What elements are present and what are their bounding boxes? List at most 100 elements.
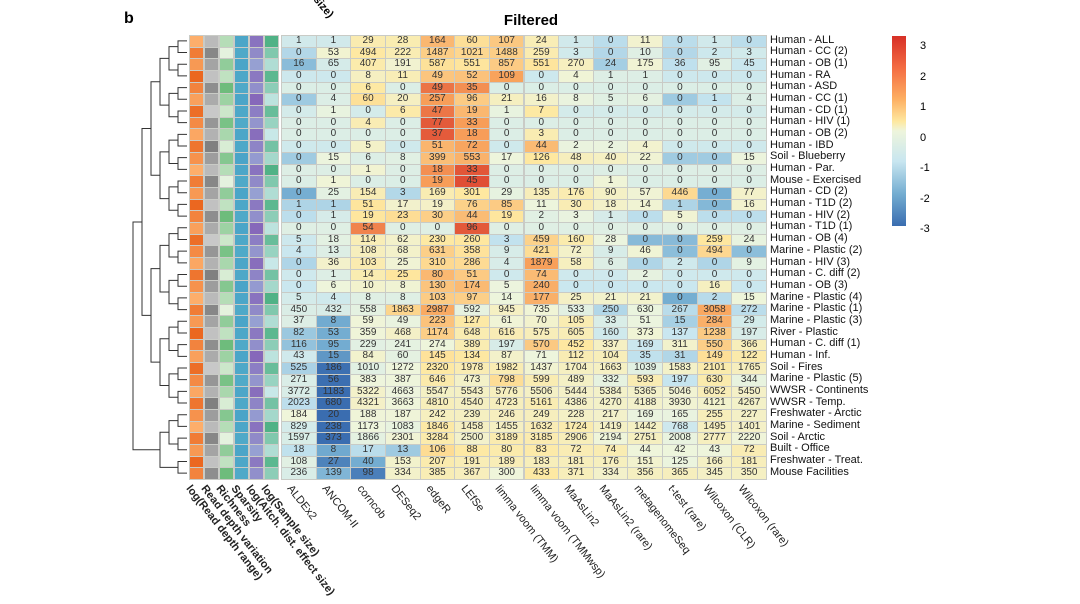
dendrogram-branch <box>177 274 187 287</box>
dendrogram-branch <box>177 250 187 264</box>
row-label: Human - OB (1) <box>770 56 848 69</box>
legend-tick-label: -3 <box>920 223 930 235</box>
heatmap-cell: 300 <box>488 467 525 480</box>
legend-tick-label: 1 <box>920 101 927 113</box>
heatmap-cell: 98 <box>350 467 386 480</box>
legend-tick-label: 3 <box>920 40 927 52</box>
column-label: edgeR <box>423 483 453 516</box>
row-label: Human - CD (1) <box>770 103 848 116</box>
column-label: limma voom (TMM) <box>492 483 561 566</box>
dendrogram-branch <box>177 40 187 54</box>
row-label: Human - C. diff (1) <box>770 337 861 350</box>
annotation-cell <box>249 467 264 480</box>
row-label: Soil - Arctic <box>770 430 826 443</box>
row-label: Marine - Plastic (5) <box>770 372 863 385</box>
row-dendrogram <box>132 40 187 474</box>
row-label: Freshwater - Arctic <box>770 407 862 420</box>
dendrogram-branch <box>159 151 169 200</box>
row-label: Human - T1D (1) <box>770 220 853 233</box>
dendrogram-branch <box>177 203 187 217</box>
dendrogram-branch <box>177 63 187 77</box>
dendrogram-branch <box>177 227 187 240</box>
heatmap-cell: 236 <box>281 467 317 480</box>
row-label: Marine - Plastic (1) <box>770 302 863 315</box>
row-label: WWSR - Continents <box>770 384 869 397</box>
row-label: River - Plastic <box>770 325 838 338</box>
legend-tick-label: 0 <box>920 131 927 144</box>
dendrogram-branch <box>168 186 178 211</box>
row-label: WWSR - Temp. <box>770 395 846 408</box>
row-label: Human - T1D (2) <box>770 197 853 210</box>
dendrogram-branch <box>168 139 178 165</box>
dendrogram-branch <box>177 390 187 404</box>
heatmap-cell: 345 <box>696 467 733 480</box>
dendrogram-branch <box>177 297 187 311</box>
legend-tick-label: -2 <box>920 192 930 205</box>
column-label: DESeq2 <box>388 483 424 523</box>
dendrogram-branch <box>168 373 178 398</box>
row-label: Human - CD (2) <box>770 185 848 198</box>
legend-tick-label: -1 <box>920 162 930 174</box>
row-label: Mouse - Exercised <box>770 173 862 186</box>
annotation-cell <box>264 467 279 480</box>
dendrogram-branch <box>150 81 160 176</box>
row-label: Human - HIV (2) <box>770 208 851 221</box>
row-label: Human - CC (2) <box>770 45 848 58</box>
row-label: Human - Par. <box>770 162 835 175</box>
row-label: Human - OB (2) <box>770 126 848 139</box>
row-label: Soil - Fires <box>770 360 823 373</box>
dendrogram-branch <box>177 414 187 427</box>
row-label: Human - ALL <box>770 33 835 46</box>
annotation-cell <box>234 467 249 480</box>
row-label: Human - IBD <box>770 138 834 151</box>
row-label: Freshwater - Treat. <box>770 454 863 467</box>
row-label: Human - RA <box>770 68 831 81</box>
heatmap-cell: 334 <box>592 467 629 480</box>
heatmap-cell: 139 <box>315 467 352 480</box>
dendrogram-branch <box>177 110 187 124</box>
row-label: Marine - Sediment <box>770 419 860 432</box>
annotation-cell <box>204 467 219 480</box>
column-label: LEfSe <box>458 483 486 515</box>
row-label: Human - HIV (1) <box>770 115 851 128</box>
dendrogram-branch <box>132 221 160 451</box>
heatmap-cell: 0 <box>731 35 767 48</box>
panel-label: b <box>124 10 134 27</box>
dendrogram-branch <box>141 127 151 316</box>
heatmap-cell: 334 <box>384 467 421 480</box>
dendrogram-branch <box>177 157 187 170</box>
row-label: Human - C. diff (2) <box>770 267 861 280</box>
dendrogram-branch <box>177 180 187 194</box>
heatmap-cell: 433 <box>523 467 560 480</box>
heatmap-cell: 0 <box>731 116 767 130</box>
dendrogram-branch <box>159 57 169 106</box>
dendrogram-branch <box>168 233 178 258</box>
dendrogram-branch <box>177 87 187 100</box>
row-label: Human - OB (3) <box>770 278 848 291</box>
dendrogram-branch <box>168 326 178 351</box>
row-label: Marine - Plastic (4) <box>770 290 863 303</box>
dendrogram-branch <box>177 367 187 381</box>
row-label: Human - OB (4) <box>770 232 848 245</box>
dendrogram-branch <box>177 133 187 147</box>
row-label: Human - CC (1) <box>770 91 848 104</box>
row-label: Human - ASD <box>770 80 838 93</box>
dendrogram-branch <box>168 279 178 305</box>
row-label: Marine - Plastic (3) <box>770 313 863 326</box>
row-label: Mouse Facilities <box>770 465 849 478</box>
legend-tick-label: 2 <box>920 70 927 83</box>
heatmap-cell: 367 <box>454 467 490 480</box>
dendrogram-branch <box>168 92 178 118</box>
heatmap-cell: 356 <box>627 467 664 480</box>
heatmap-cell: 350 <box>731 467 767 480</box>
color-legend-bar <box>892 36 906 226</box>
dendrogram-branch <box>177 320 187 334</box>
column-label: corncob <box>354 483 388 522</box>
chart-title: Filtered <box>503 12 559 29</box>
row-label: Built - Office <box>770 442 830 455</box>
row-label: Marine - Plastic (2) <box>770 243 863 256</box>
heatmap-cell: 365 <box>662 467 698 480</box>
dendrogram-branch <box>159 338 169 387</box>
row-label: Human - Inf. <box>770 348 831 361</box>
